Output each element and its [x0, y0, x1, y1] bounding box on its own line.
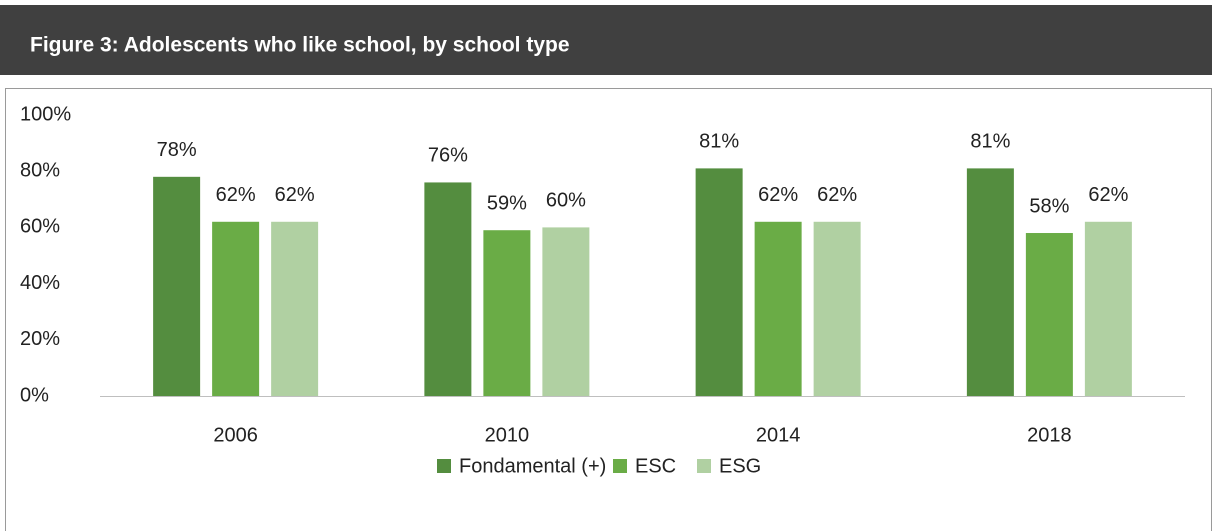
legend-label: ESG [719, 455, 761, 477]
value-label: 76% [428, 145, 468, 167]
legend-swatch [697, 459, 711, 473]
value-label: 62% [758, 184, 798, 206]
bar [483, 230, 531, 396]
value-label: 78% [157, 139, 197, 161]
value-label: 60% [546, 190, 586, 212]
bar [542, 227, 590, 396]
bar [813, 221, 861, 396]
legend-swatch [437, 459, 451, 473]
legend-label: ESC [635, 455, 676, 477]
y-tick-label: 100% [20, 103, 71, 125]
y-tick-label: 20% [20, 328, 60, 350]
legend-swatch [613, 459, 627, 473]
bar [424, 182, 472, 396]
chart-title: Figure 3: Adolescents who like school, b… [30, 34, 570, 57]
bar [1084, 221, 1132, 396]
y-tick-label: 60% [20, 216, 60, 238]
value-label: 81% [699, 131, 739, 153]
bar [271, 221, 319, 396]
x-tick-label: 2006 [213, 424, 258, 446]
bar [695, 168, 743, 396]
bar [212, 221, 260, 396]
y-tick-label: 40% [20, 272, 60, 294]
y-tick-label: 80% [20, 159, 60, 181]
bar [966, 168, 1014, 396]
bar [153, 176, 201, 396]
bar [754, 221, 802, 396]
value-label: 58% [1029, 195, 1069, 217]
value-label: 62% [275, 184, 315, 206]
x-tick-label: 2014 [756, 424, 801, 446]
x-tick-label: 2010 [485, 424, 530, 446]
value-label: 62% [216, 184, 256, 206]
y-tick-label: 0% [20, 384, 49, 406]
value-label: 81% [970, 131, 1010, 153]
header-bar [0, 5, 1212, 75]
value-label: 62% [1088, 184, 1128, 206]
value-label: 59% [487, 192, 527, 214]
bar [1025, 233, 1073, 396]
value-label: 62% [817, 184, 857, 206]
x-tick-label: 2018 [1027, 424, 1072, 446]
legend-label: Fondamental (+) [459, 455, 606, 477]
